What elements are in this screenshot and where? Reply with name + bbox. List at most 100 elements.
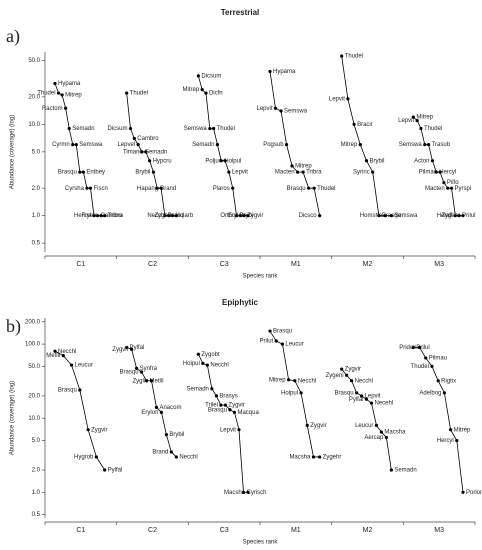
- species-label: Necehl: [374, 401, 393, 407]
- y-tick-label: 20.0: [28, 393, 40, 399]
- point: [231, 186, 235, 190]
- point: [53, 81, 57, 86]
- point: [136, 143, 140, 147]
- rank-line: [413, 116, 463, 217]
- species-label: Pylfal: [349, 397, 364, 403]
- y-axis-label: Abundance (coverage) (log): [10, 381, 16, 455]
- x-tick-label: C2: [148, 527, 157, 534]
- point: [214, 394, 218, 398]
- point: [374, 423, 379, 427]
- species-label: Semadn: [394, 468, 416, 474]
- point: [94, 455, 98, 459]
- species-label: Erylon: [228, 213, 245, 219]
- point: [423, 143, 427, 147]
- point: [455, 438, 459, 443]
- species-label: Semswa: [184, 126, 208, 132]
- point: [99, 214, 103, 218]
- point: [125, 345, 129, 350]
- point: [163, 214, 167, 218]
- species-label: Pilmau: [419, 170, 437, 176]
- point: [318, 455, 322, 459]
- species-label: Brasqu: [120, 370, 139, 376]
- species-label: Brybil: [169, 432, 184, 438]
- point: [61, 353, 65, 358]
- point: [415, 118, 419, 123]
- species-label: Helaff: [437, 213, 453, 219]
- species-label: Necchl: [58, 349, 76, 355]
- x-tick-label: C3: [220, 527, 229, 534]
- species-label: Aercap: [364, 435, 384, 441]
- species-label: Hypama: [58, 81, 81, 87]
- species-label: Zygobt: [201, 352, 220, 358]
- species-label: Poljun: [205, 158, 222, 164]
- point: [174, 214, 178, 218]
- species-label: Cambro: [101, 213, 123, 219]
- point: [352, 122, 356, 126]
- point: [53, 349, 57, 353]
- species-label: Entbey: [86, 170, 105, 176]
- species-label: Mitrep: [295, 164, 312, 170]
- point: [354, 391, 359, 395]
- point: [196, 352, 200, 356]
- point: [164, 433, 168, 437]
- species-label: Dicsum: [201, 73, 221, 79]
- point: [457, 214, 461, 218]
- species-label: Ractom: [42, 106, 63, 112]
- species-label: Dicsco: [299, 213, 318, 219]
- rank-line: [126, 347, 177, 458]
- species-label: Syrinc: [353, 170, 370, 176]
- y-tick-label: 5.0: [32, 438, 41, 444]
- species-label: Porlon: [466, 490, 482, 496]
- species-label: Lepvit: [398, 118, 414, 124]
- species-label: Tribra: [306, 170, 322, 176]
- point: [268, 329, 272, 333]
- species-label: Necchl: [179, 455, 197, 461]
- point: [237, 428, 241, 432]
- species-label: Brybil: [135, 170, 150, 176]
- point: [135, 366, 139, 370]
- point: [346, 97, 350, 101]
- species-label: Homsha: [360, 213, 383, 219]
- species-label: Lepvit: [365, 393, 381, 399]
- species-label: Holarb: [176, 213, 194, 219]
- species-label: Brasqu: [58, 170, 77, 176]
- point: [219, 403, 223, 407]
- point: [318, 214, 322, 218]
- point: [442, 391, 446, 395]
- species-label: Semswa: [284, 109, 308, 115]
- point: [170, 214, 175, 218]
- point: [71, 143, 75, 147]
- species-label: Semswa: [399, 142, 423, 148]
- species-label: Mitrep: [416, 115, 433, 121]
- species-label: Zygehr: [441, 213, 460, 219]
- species-label: Prilul: [462, 213, 475, 219]
- species-label: Cyrmn: [52, 142, 70, 148]
- species-label: Mitrep: [269, 377, 286, 383]
- point: [389, 468, 393, 472]
- point: [147, 159, 152, 163]
- species-label: Necchl: [355, 378, 373, 384]
- species-label: Holpul: [281, 390, 298, 396]
- chart-title: Terrestrial: [221, 8, 260, 17]
- species-label: Zygehr: [155, 213, 174, 219]
- point: [246, 214, 250, 218]
- point: [215, 143, 220, 147]
- point: [92, 214, 96, 218]
- point: [241, 490, 246, 494]
- x-tick-label: C2: [148, 261, 157, 268]
- species-label: Pylfal: [130, 345, 145, 351]
- species-label: Plaros: [213, 186, 230, 192]
- point: [384, 435, 388, 440]
- point: [419, 126, 423, 131]
- species-label: Bracir: [357, 122, 373, 128]
- species-label: Lepvit: [329, 96, 345, 102]
- species-label: Trilel: [205, 403, 218, 409]
- point: [205, 363, 209, 367]
- species-label: Thudel: [130, 91, 148, 97]
- x-tick-label: M1: [291, 527, 301, 534]
- species-label: Zygvir: [228, 403, 244, 409]
- point: [383, 214, 387, 218]
- point: [290, 164, 294, 168]
- species-label: Fiscn: [93, 186, 107, 192]
